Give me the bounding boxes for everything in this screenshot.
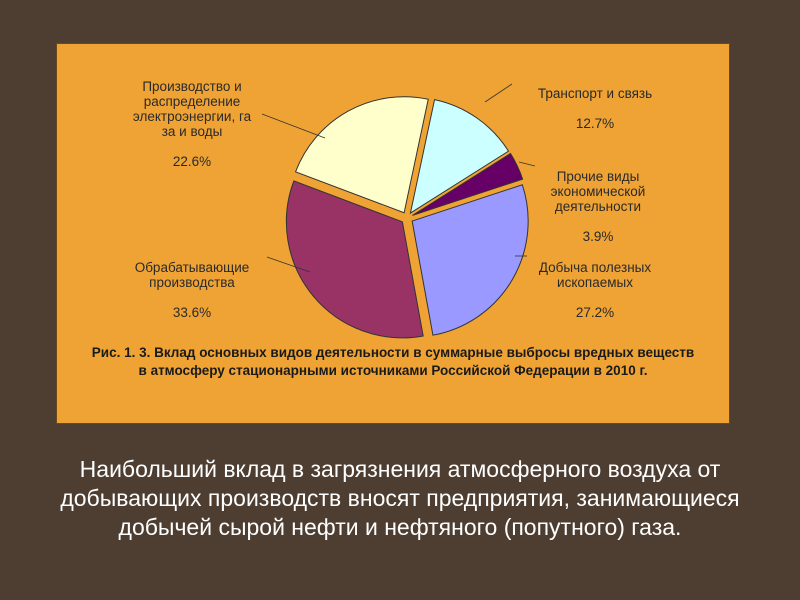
slice-label-mining-name: Добыча полезных ископаемых [538,260,652,290]
slice-label-energy-value: 22.6% [172,154,212,169]
slice-label-other: Прочие виды экономической деятельности 3… [533,154,663,244]
pie-slice-energy [294,96,429,214]
slice-label-transport-value: 12.7% [575,116,615,131]
pie-slice-other [412,152,524,216]
slice-label-other-name: Прочие виды экономической деятельности [550,169,646,214]
slice-label-mining-value: 27.2% [575,305,615,320]
body-text: Наибольший вклад в загрязнения атмосферн… [60,456,740,540]
pie-slice-manufacturing [285,180,424,339]
slice-label-manufacturing-name: Обрабатывающие производства [134,260,250,290]
pie-slice-transport [409,99,510,215]
pie-slice-mining [411,184,529,336]
leader-line-manufacturing [266,256,311,273]
slice-label-energy-name: Производство и распределение электроэнер… [132,79,252,139]
slice-label-manufacturing: Обрабатывающие производства 33.6% [117,245,267,320]
slice-label-manufacturing-value: 33.6% [172,305,212,320]
chart-panel: Транспорт и связь 12.7% Прочие виды экон… [56,43,730,424]
leader-line-energy [261,113,326,139]
chart-title: Рис. 1. 3. Вклад основных видов деятельн… [91,345,695,378]
leader-line-transport [484,83,513,103]
slice-label-transport-name: Транспорт и связь [537,86,653,101]
pie-chart [261,83,536,339]
slice-label-energy: Производство и распределение электроэнер… [117,64,267,169]
slice-label-transport: Транспорт и связь 12.7% [515,71,675,131]
slice-label-mining: Добыча полезных ископаемых 27.2% [515,245,675,320]
leader-line-other [518,161,536,167]
slice-label-other-value: 3.9% [582,229,614,244]
